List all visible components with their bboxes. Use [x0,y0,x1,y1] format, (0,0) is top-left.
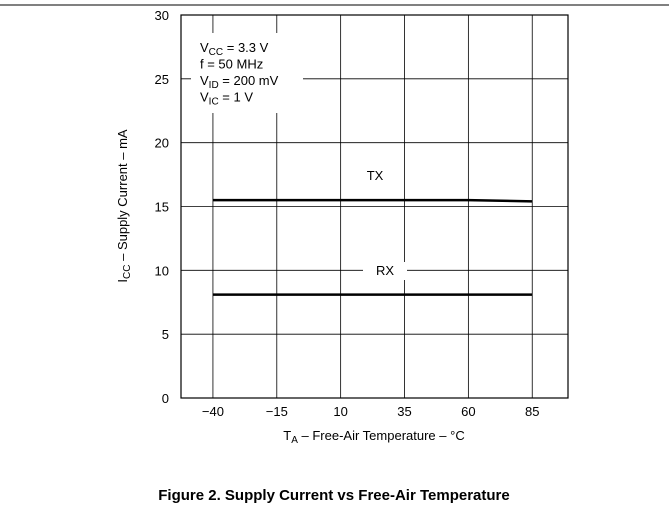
x-tick-label: −40 [202,404,224,419]
y-tick-label: 10 [155,263,169,278]
annotation-rest: = 200 mV [219,73,279,88]
annotation-main: V [200,90,209,105]
annotation: VID = 200 mV [200,73,279,91]
x-axis-label: TA – Free-Air Temperature – °C [283,428,464,446]
y-tick-label: 5 [162,327,169,342]
x-axis-label-main: T [283,428,291,443]
y-tick-label: 20 [155,136,169,151]
annotation: f = 50 MHz [200,57,263,72]
x-tick-label: 35 [397,404,411,419]
x-tick-label: 85 [525,404,539,419]
annotation-sub: CC [209,47,223,58]
annotation-sub: ID [209,80,219,91]
series-line [212,198,533,203]
series-label-bg [363,262,407,280]
y-axis-label-main: I [115,279,130,283]
x-tick-label: 10 [333,404,347,419]
x-axis-label-rest: – Free-Air Temperature – °C [298,428,465,443]
y-tick-label: 30 [155,8,169,23]
annotation-bg [191,33,303,113]
y-tick-label: 0 [162,391,169,406]
x-tick-label: −15 [266,404,288,419]
annotation-rest: = 3.3 V [223,40,268,55]
annotation-main: V [200,40,209,55]
series-label: RX [376,263,394,278]
x-axis-label-sub: A [291,435,298,446]
x-tick-label: 60 [461,404,475,419]
annotation-rest: = 1 V [219,90,254,105]
y-tick-label: 15 [155,200,169,215]
annotation-sub: IC [209,97,219,108]
y-tick-label: 25 [155,72,169,87]
y-axis-label-sub: CC [122,265,133,279]
annotation: VIC = 1 V [200,90,253,108]
y-axis-label: ICC – Supply Current – mA [115,129,133,283]
plot-frame [180,14,569,399]
annotation-main: V [200,73,209,88]
chart-title: Figure 2. Supply Current vs Free-Air Tem… [158,487,509,504]
annotation: VCC = 3.3 V [200,40,269,58]
annotation-main: f = 50 MHz [200,57,263,72]
series-label-bg [353,167,397,185]
series-label: TX [367,168,384,183]
y-axis-label-rest: – Supply Current – mA [115,129,130,264]
